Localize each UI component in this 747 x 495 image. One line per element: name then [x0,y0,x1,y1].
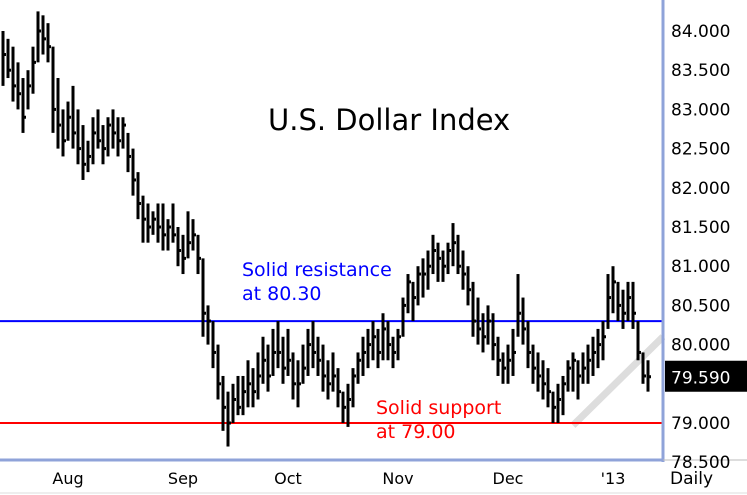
y-tick-label: 84.000 [671,22,730,42]
x-tick-label: Sep [168,469,198,488]
y-tick-label: 81.500 [671,218,730,238]
y-tick-label: 83.500 [671,61,730,81]
y-tick-label: 82.000 [671,179,730,199]
last-price-badge [665,360,747,392]
y-tick-label: 79.000 [671,414,730,434]
resistance-label-line2: at 80.30 [242,283,322,305]
y-tick-label: 80.500 [671,296,730,316]
x-tick-label: '13 [601,469,626,488]
trendline [570,334,666,428]
last-price-label: 79.590 [671,369,730,389]
support-label-line2: at 79.00 [376,421,456,443]
resistance-label-line1: Solid resistance [242,259,392,281]
y-tick-label: 81.000 [671,257,730,277]
chart-title: U.S. Dollar Index [268,103,511,137]
y-tick-label: 83.000 [671,100,730,120]
y-tick-label: 80.000 [671,336,730,356]
support-annotation: Solid support at 79.00 [376,396,501,444]
y-tick-label: 82.500 [671,140,730,160]
period-label: Daily [670,469,713,489]
resistance-annotation: Solid resistance at 80.30 [242,258,392,306]
x-tick-label: Aug [52,469,83,488]
x-tick-label: Dec [493,469,524,488]
support-label-line1: Solid support [376,397,502,419]
x-tick-label: Nov [382,469,413,488]
x-tick-label: Oct [274,469,302,488]
y-tick-label: 78.500 [671,453,730,473]
